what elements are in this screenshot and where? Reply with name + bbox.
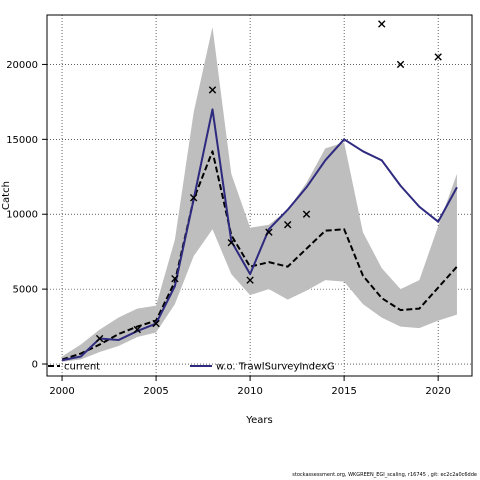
observation-stroke xyxy=(246,276,254,284)
observation-stroke xyxy=(95,334,104,343)
observation-point xyxy=(133,325,141,334)
observation-stroke xyxy=(227,238,235,247)
y-axis-title: Catch xyxy=(1,181,12,210)
observation-point xyxy=(378,20,386,28)
series-layer xyxy=(61,108,458,362)
observation-stroke xyxy=(171,274,179,283)
x-tick-label: 2020 xyxy=(425,386,450,397)
observation-point xyxy=(95,334,104,343)
x-axis-title: Years xyxy=(245,415,272,426)
x-tick-label: 2005 xyxy=(143,386,168,397)
x-tick-label: 2010 xyxy=(237,386,262,397)
observation-stroke xyxy=(265,228,273,236)
observation-point xyxy=(302,210,311,218)
series-line-1 xyxy=(61,108,458,362)
observation-point xyxy=(189,194,198,202)
observation-point xyxy=(246,276,254,284)
observation-stroke xyxy=(133,325,141,334)
series-line-0 xyxy=(61,150,458,361)
legend-label-current: current xyxy=(64,362,100,373)
y-tick-label: 15000 xyxy=(6,135,38,146)
legend-label-wo-trawlsurveyindexg: w.o. TrawlSurveyIndexG xyxy=(216,362,335,373)
observation-stroke xyxy=(378,20,386,28)
observation-point xyxy=(152,319,160,328)
observation-stroke xyxy=(284,221,292,229)
x-tick-label: 2000 xyxy=(49,386,74,397)
observation-stroke xyxy=(152,319,160,328)
plot-frame xyxy=(46,14,473,377)
observation-point xyxy=(227,238,235,247)
footer-credit: stockassessment.org, WKGREEN_EGI_scaling… xyxy=(292,472,477,478)
y-tick-label: 10000 xyxy=(6,210,38,221)
x-tick-label: 2015 xyxy=(331,386,356,397)
y-tick-label: 20000 xyxy=(6,60,38,71)
observation-stroke xyxy=(396,60,405,69)
observation-point xyxy=(171,274,179,283)
axis-ticks: 2000 2005 2010 2015 2020 0 5000 10000 15000 20000 xyxy=(6,60,451,397)
confidence-band xyxy=(62,26,457,362)
observation-stroke xyxy=(208,86,217,94)
y-tick-label: 5000 xyxy=(13,285,38,296)
observations-layer xyxy=(95,20,442,343)
y-tick-label: 0 xyxy=(32,360,38,371)
observation-point xyxy=(396,60,405,69)
observation-stroke xyxy=(434,53,442,61)
observation-point xyxy=(265,228,273,236)
observation-point xyxy=(284,221,292,229)
observation-point xyxy=(434,53,442,61)
confidence-band-layer xyxy=(62,26,457,362)
observation-stroke xyxy=(189,194,198,202)
legend: current w.o. TrawlSurveyIndexG xyxy=(48,362,335,373)
observation-stroke xyxy=(302,210,311,218)
observation-point xyxy=(208,86,217,94)
